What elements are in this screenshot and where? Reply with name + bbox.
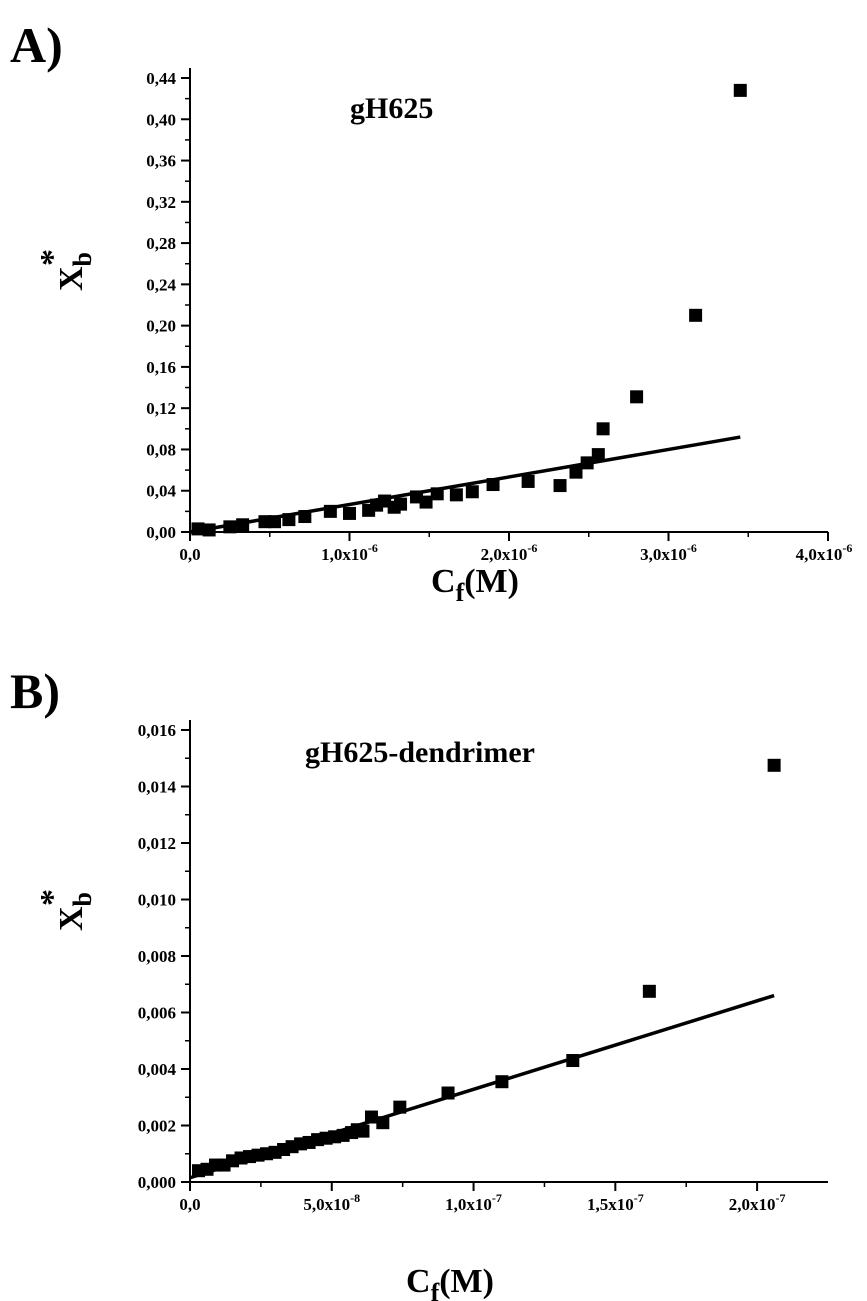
data-point [282, 513, 296, 527]
data-point [465, 485, 479, 499]
y-tick-label: 0,008 [138, 947, 176, 966]
fit-line [189, 435, 741, 534]
data-point [689, 308, 703, 322]
x-tick-label: 1,0x10-7 [445, 1191, 502, 1214]
data-point [323, 504, 337, 518]
data-point [268, 515, 282, 529]
y-tick-label: 0,08 [146, 440, 176, 459]
data-point [419, 495, 433, 509]
x-axis-title: Cf(M) [431, 563, 519, 607]
y-tick-label: 0,002 [138, 1117, 176, 1136]
data-point [486, 478, 500, 492]
data-point [630, 390, 644, 404]
y-tick-label: 0,014 [138, 778, 177, 797]
data-point [376, 1116, 390, 1130]
x-tick-label: 1,5x10-7 [587, 1191, 644, 1214]
data-point [495, 1075, 509, 1089]
y-tick-label: 0,40 [146, 110, 176, 129]
y-tick-label: 0,28 [146, 234, 176, 253]
x-tick-label: 5,0x10-8 [303, 1191, 360, 1214]
x-tick-label: 3,0x10-6 [640, 541, 697, 564]
data-point [430, 487, 444, 501]
x-tick-label: 0,0 [179, 1195, 200, 1214]
chart-panel-b: B) gH625-dendrimer 0,000 0,002 0,004 0,006 0,0… [10, 663, 828, 1301]
panel-label: A) [10, 17, 63, 73]
y-tick-label: 0,00 [146, 523, 176, 542]
chart-panel-a: A) gH625 0,00 0,04 0,08 0,12 0,16 0,20 0,24 0,28 0… [10, 17, 852, 607]
y-tick-label: 0,010 [138, 891, 176, 910]
x-tick-label: 1,0x10-6 [321, 541, 378, 564]
data-point [566, 1054, 580, 1068]
data-point [191, 522, 205, 536]
data-point [733, 83, 747, 97]
y-tick-label: 0,004 [138, 1060, 177, 1079]
data-point [580, 456, 594, 470]
y-tick-label: 0,20 [146, 317, 176, 336]
y-tick-label: 0,44 [146, 69, 176, 88]
data-point [521, 474, 535, 488]
y-tick-label: 0,006 [138, 1004, 176, 1023]
data-point [364, 1110, 378, 1124]
y-tick-label: 0,12 [146, 399, 176, 418]
y-tick-label: 0,000 [138, 1173, 176, 1192]
x-axis-title: Cf(M) [406, 1263, 494, 1301]
x-tick-label: 2,0x10-6 [481, 541, 538, 564]
x-tick-label: 4,0x10-6 [796, 541, 853, 564]
data-point [553, 479, 567, 493]
data-point [449, 488, 463, 502]
chart-title: gH625 [350, 92, 433, 125]
y-axis-title: Xb* [34, 889, 97, 931]
y-tick-label: 0,012 [138, 834, 176, 853]
data-point [343, 506, 356, 520]
data-point [393, 1100, 407, 1114]
x-tick-label: 0,0 [179, 545, 200, 564]
y-tick-label: 0,36 [146, 152, 176, 171]
y-tick-label: 0,24 [146, 275, 176, 294]
x-tick-label: 2,0x10-7 [729, 1191, 786, 1214]
y-tick-label: 0,32 [146, 193, 176, 212]
panel-label: B) [10, 663, 60, 719]
y-axis-title: Xb* [34, 249, 97, 291]
data-point [394, 497, 408, 511]
data-point [591, 448, 605, 462]
chart-title: gH625-dendrimer [305, 736, 535, 769]
y-tick-label: 0,016 [138, 721, 176, 740]
data-point [441, 1086, 455, 1100]
data-point [767, 758, 781, 772]
data-point [236, 518, 250, 532]
data-point [298, 510, 312, 524]
data-point [569, 465, 583, 479]
y-tick-label: 0,16 [146, 358, 176, 377]
data-point [223, 520, 237, 534]
data-point [642, 984, 656, 998]
data-point [356, 1124, 370, 1138]
y-tick-label: 0,04 [146, 482, 176, 501]
data-point [202, 523, 216, 537]
data-point [596, 422, 610, 436]
